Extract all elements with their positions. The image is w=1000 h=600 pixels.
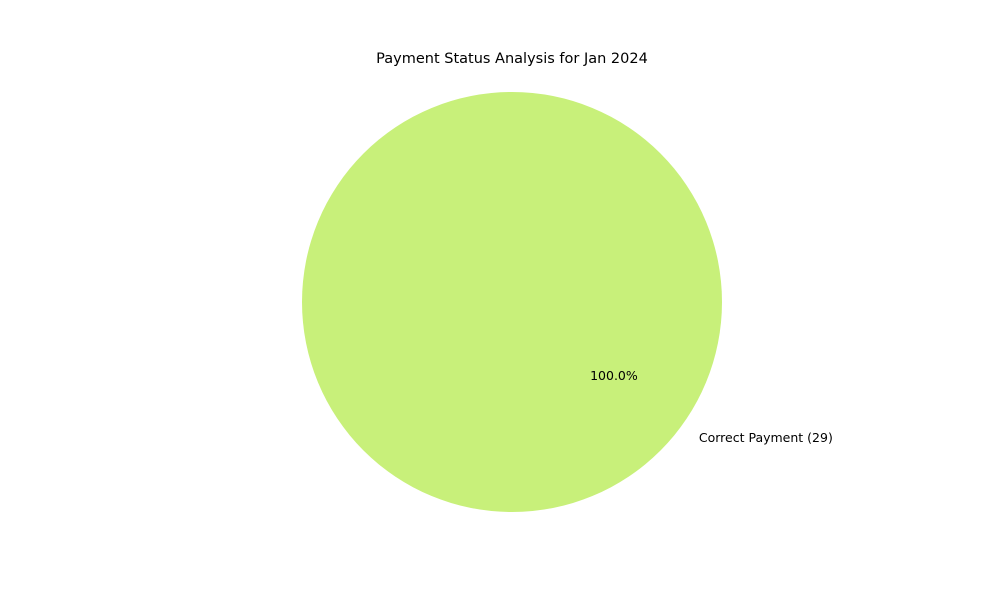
pie-slices [302, 92, 722, 512]
slice-percent-label: 100.0% [590, 368, 638, 383]
pie-labels: 100.0% Correct Payment (29) [590, 368, 833, 445]
chart-title: Payment Status Analysis for Jan 2024 [376, 51, 648, 67]
slice-category-label: Correct Payment (29) [699, 430, 833, 445]
pie-slice [302, 92, 722, 512]
